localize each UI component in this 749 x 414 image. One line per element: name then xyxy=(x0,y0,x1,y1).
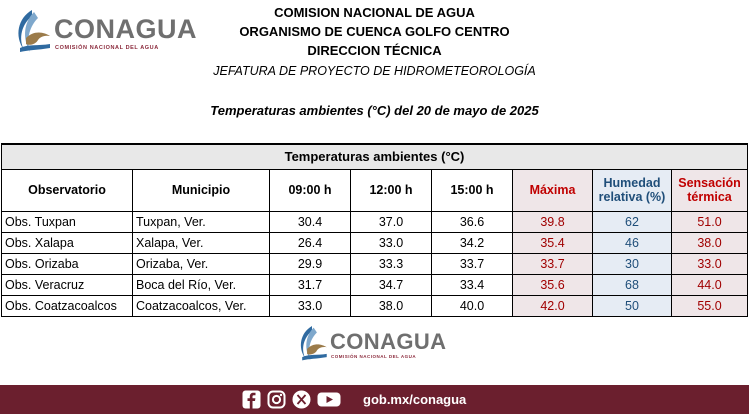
cell-sensacion: 51.0 xyxy=(671,210,748,233)
cell-observatorio: Obs. Orizaba xyxy=(1,252,133,275)
table-row: Obs. Xalapa Xalapa, Ver. 26.4 33.0 34.2 … xyxy=(1,231,748,254)
instagram-icon[interactable] xyxy=(267,390,286,409)
cell-1200: 33.0 xyxy=(350,231,432,254)
cell-maxima: 39.8 xyxy=(512,210,593,233)
cell-maxima: 33.7 xyxy=(512,252,593,275)
cell-0900: 31.7 xyxy=(269,273,351,296)
table-row: Obs. Coatzacoalcos Coatzacoalcos, Ver. 3… xyxy=(1,294,748,317)
table-group-title: Temperaturas ambientes (°C) xyxy=(1,143,748,170)
cell-1200: 33.3 xyxy=(350,252,432,275)
header-line-4: JEFATURA DE PROYECTO DE HIDROMETEOROLOGÍ… xyxy=(213,64,536,78)
cell-observatorio: Obs. Tuxpan xyxy=(1,210,133,233)
col-header-humedad: Humedad relativa (%) xyxy=(592,168,672,212)
table-row: Obs. Orizaba Orizaba, Ver. 29.9 33.3 33.… xyxy=(1,252,748,275)
cell-1200: 38.0 xyxy=(350,294,432,317)
header-line-2: ORGANISMO DE CUENCA GOLFO CENTRO xyxy=(239,24,510,39)
cell-0900: 30.4 xyxy=(269,210,351,233)
cell-1500: 40.0 xyxy=(431,294,513,317)
cell-maxima: 35.4 xyxy=(512,231,593,254)
conagua-emblem-icon xyxy=(18,10,50,52)
cell-sensacion: 44.0 xyxy=(671,273,748,296)
col-header-municipio: Municipio xyxy=(132,168,270,212)
cell-sensacion: 38.0 xyxy=(671,231,748,254)
temperature-table: Temperaturas ambientes (°C) Observatorio… xyxy=(1,143,748,317)
cell-humedad: 50 xyxy=(592,294,672,317)
footer-bar: gob.mx/conagua xyxy=(0,385,749,414)
cell-municipio: Tuxpan, Ver. xyxy=(132,210,270,233)
logo-wordmark: CONAGUA xyxy=(54,14,197,44)
cell-observatorio: Obs. Veracruz xyxy=(1,273,133,296)
cell-0900: 26.4 xyxy=(269,231,351,254)
col-header-1500: 15:00 h xyxy=(431,168,513,212)
col-header-0900: 09:00 h xyxy=(269,168,351,212)
social-links xyxy=(242,390,341,409)
cell-humedad: 68 xyxy=(592,273,672,296)
col-header-observatorio: Observatorio xyxy=(1,168,133,212)
table-row: Obs. Tuxpan Tuxpan, Ver. 30.4 37.0 36.6 … xyxy=(1,210,748,233)
logo-tagline: COMISIÓN NACIONAL DEL AGUA xyxy=(331,354,417,359)
col-header-sensacion: Sensación térmica xyxy=(671,168,748,212)
header-line-1: COMISION NACIONAL DE AGUA xyxy=(274,5,475,20)
table-group-header: Temperaturas ambientes (°C) xyxy=(1,143,748,170)
cell-municipio: Orizaba, Ver. xyxy=(132,252,270,275)
cell-observatorio: Obs. Coatzacoalcos xyxy=(1,294,133,317)
header-line-3: DIRECCION TÉCNICA xyxy=(307,43,442,58)
cell-1500: 34.2 xyxy=(431,231,513,254)
x-icon[interactable] xyxy=(292,390,311,409)
cell-humedad: 62 xyxy=(592,210,672,233)
cell-0900: 29.9 xyxy=(269,252,351,275)
conagua-emblem-icon xyxy=(300,326,327,361)
cell-1500: 33.4 xyxy=(431,273,513,296)
col-header-maxima: Máxima xyxy=(512,168,593,212)
conagua-logo-top: CONAGUA COMISIÓN NACIONAL DEL AGUA xyxy=(10,8,210,56)
cell-1200: 37.0 xyxy=(350,210,432,233)
cell-humedad: 46 xyxy=(592,231,672,254)
youtube-icon[interactable] xyxy=(317,390,341,409)
table-row: Obs. Veracruz Boca del Río, Ver. 31.7 34… xyxy=(1,273,748,296)
cell-0900: 33.0 xyxy=(269,294,351,317)
website-link[interactable]: gob.mx/conagua xyxy=(363,392,467,407)
logo-tagline: COMISIÓN NACIONAL DEL AGUA xyxy=(55,45,159,51)
conagua-logo-bottom: CONAGUA COMISIÓN NACIONAL DEL AGUA xyxy=(294,322,464,366)
cell-sensacion: 33.0 xyxy=(671,252,748,275)
logo-wordmark: CONAGUA xyxy=(330,329,447,354)
col-header-1200: 12:00 h xyxy=(350,168,432,212)
cell-maxima: 42.0 xyxy=(512,294,593,317)
cell-humedad: 30 xyxy=(592,252,672,275)
cell-maxima: 35.6 xyxy=(512,273,593,296)
cell-1200: 34.7 xyxy=(350,273,432,296)
cell-1500: 33.7 xyxy=(431,252,513,275)
cell-sensacion: 55.0 xyxy=(671,294,748,317)
cell-municipio: Coatzacoalcos, Ver. xyxy=(132,294,270,317)
facebook-icon[interactable] xyxy=(242,390,261,409)
cell-1500: 36.6 xyxy=(431,210,513,233)
cell-observatorio: Obs. Xalapa xyxy=(1,231,133,254)
report-subtitle: Temperaturas ambientes (°C) del 20 de ma… xyxy=(210,103,539,118)
cell-municipio: Xalapa, Ver. xyxy=(132,231,270,254)
table-column-headers: Observatorio Municipio 09:00 h 12:00 h 1… xyxy=(1,168,748,212)
cell-municipio: Boca del Río, Ver. xyxy=(132,273,270,296)
